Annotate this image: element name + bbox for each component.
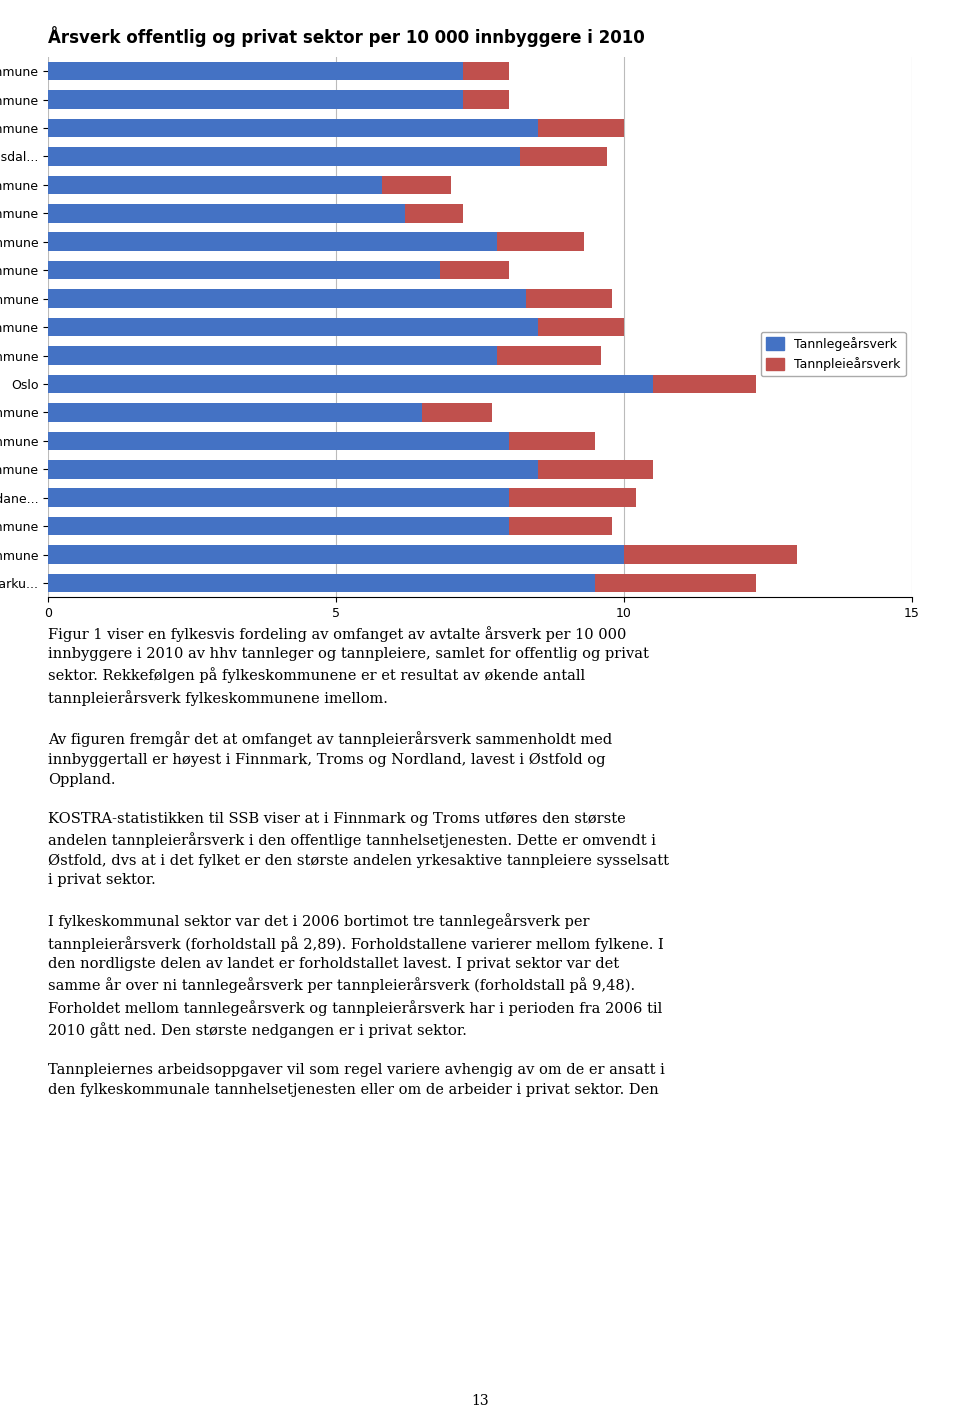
Bar [48,91,463,109]
Bar [48,148,520,166]
Bar [382,176,451,195]
Bar [48,63,463,81]
Bar [463,91,509,109]
Bar [48,176,382,195]
Bar [48,573,595,592]
Bar [497,347,601,365]
Bar [48,432,509,449]
Bar [595,573,756,592]
Bar [520,148,607,166]
Bar [653,375,756,394]
Bar [48,518,509,536]
Bar [538,319,624,337]
Bar [48,375,653,394]
Bar [48,262,440,280]
Bar [509,432,595,449]
Text: Figur 1 viser en fylkesvis fordeling av omfanget av avtalte årsverk per 10 000
i: Figur 1 viser en fylkesvis fordeling av … [48,626,669,1096]
Bar [497,233,584,252]
Bar [538,461,653,478]
Bar [624,545,797,563]
Bar [48,203,405,223]
Text: Årsverk offentlig og privat sektor per 10 000 innbyggere i 2010: Årsverk offentlig og privat sektor per 1… [48,26,645,47]
Bar [48,347,497,365]
Legend: Tannlegeårsverk, Tannpleieårsverk: Tannlegeårsverk, Tannpleieårsverk [760,331,905,377]
Bar [48,119,538,138]
Bar [405,203,463,223]
Bar [48,233,497,252]
Bar [48,461,538,478]
Bar [463,63,509,81]
Bar [48,319,538,337]
Bar [48,489,509,508]
Bar [440,262,509,280]
Bar [48,290,526,309]
Bar [48,404,422,422]
Bar [526,290,612,309]
Bar [538,119,624,138]
Bar [509,489,636,508]
Bar [509,518,612,536]
Bar [422,404,492,422]
Text: 13: 13 [471,1394,489,1408]
Bar [48,545,624,563]
